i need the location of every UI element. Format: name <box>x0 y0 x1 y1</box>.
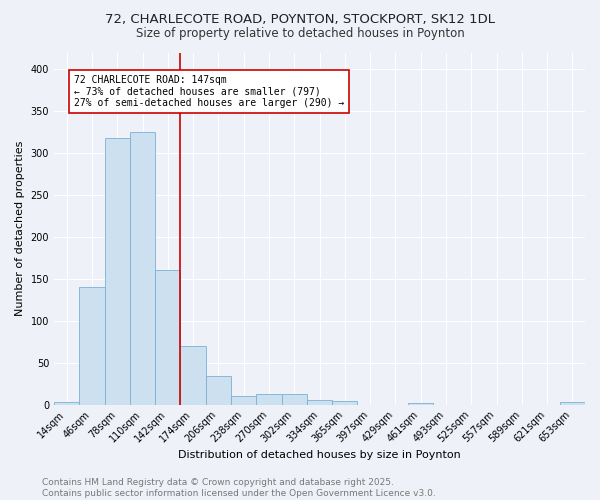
X-axis label: Distribution of detached houses by size in Poynton: Distribution of detached houses by size … <box>178 450 461 460</box>
Text: Contains HM Land Registry data © Crown copyright and database right 2025.
Contai: Contains HM Land Registry data © Crown c… <box>42 478 436 498</box>
Text: 72, CHARLECOTE ROAD, POYNTON, STOCKPORT, SK12 1DL: 72, CHARLECOTE ROAD, POYNTON, STOCKPORT,… <box>105 12 495 26</box>
Bar <box>256 394 281 404</box>
Y-axis label: Number of detached properties: Number of detached properties <box>15 141 25 316</box>
Bar <box>281 394 307 404</box>
Bar <box>332 401 358 404</box>
Bar <box>54 402 79 404</box>
Bar <box>307 400 332 404</box>
Bar <box>408 403 433 404</box>
Bar <box>560 402 585 404</box>
Bar <box>130 132 155 404</box>
Bar <box>79 287 104 405</box>
Text: Size of property relative to detached houses in Poynton: Size of property relative to detached ho… <box>136 28 464 40</box>
Bar <box>181 346 206 405</box>
Bar <box>206 376 231 404</box>
Bar <box>231 396 256 404</box>
Bar <box>104 138 130 404</box>
Bar <box>155 270 181 404</box>
Text: 72 CHARLECOTE ROAD: 147sqm
← 73% of detached houses are smaller (797)
27% of sem: 72 CHARLECOTE ROAD: 147sqm ← 73% of deta… <box>74 75 344 108</box>
